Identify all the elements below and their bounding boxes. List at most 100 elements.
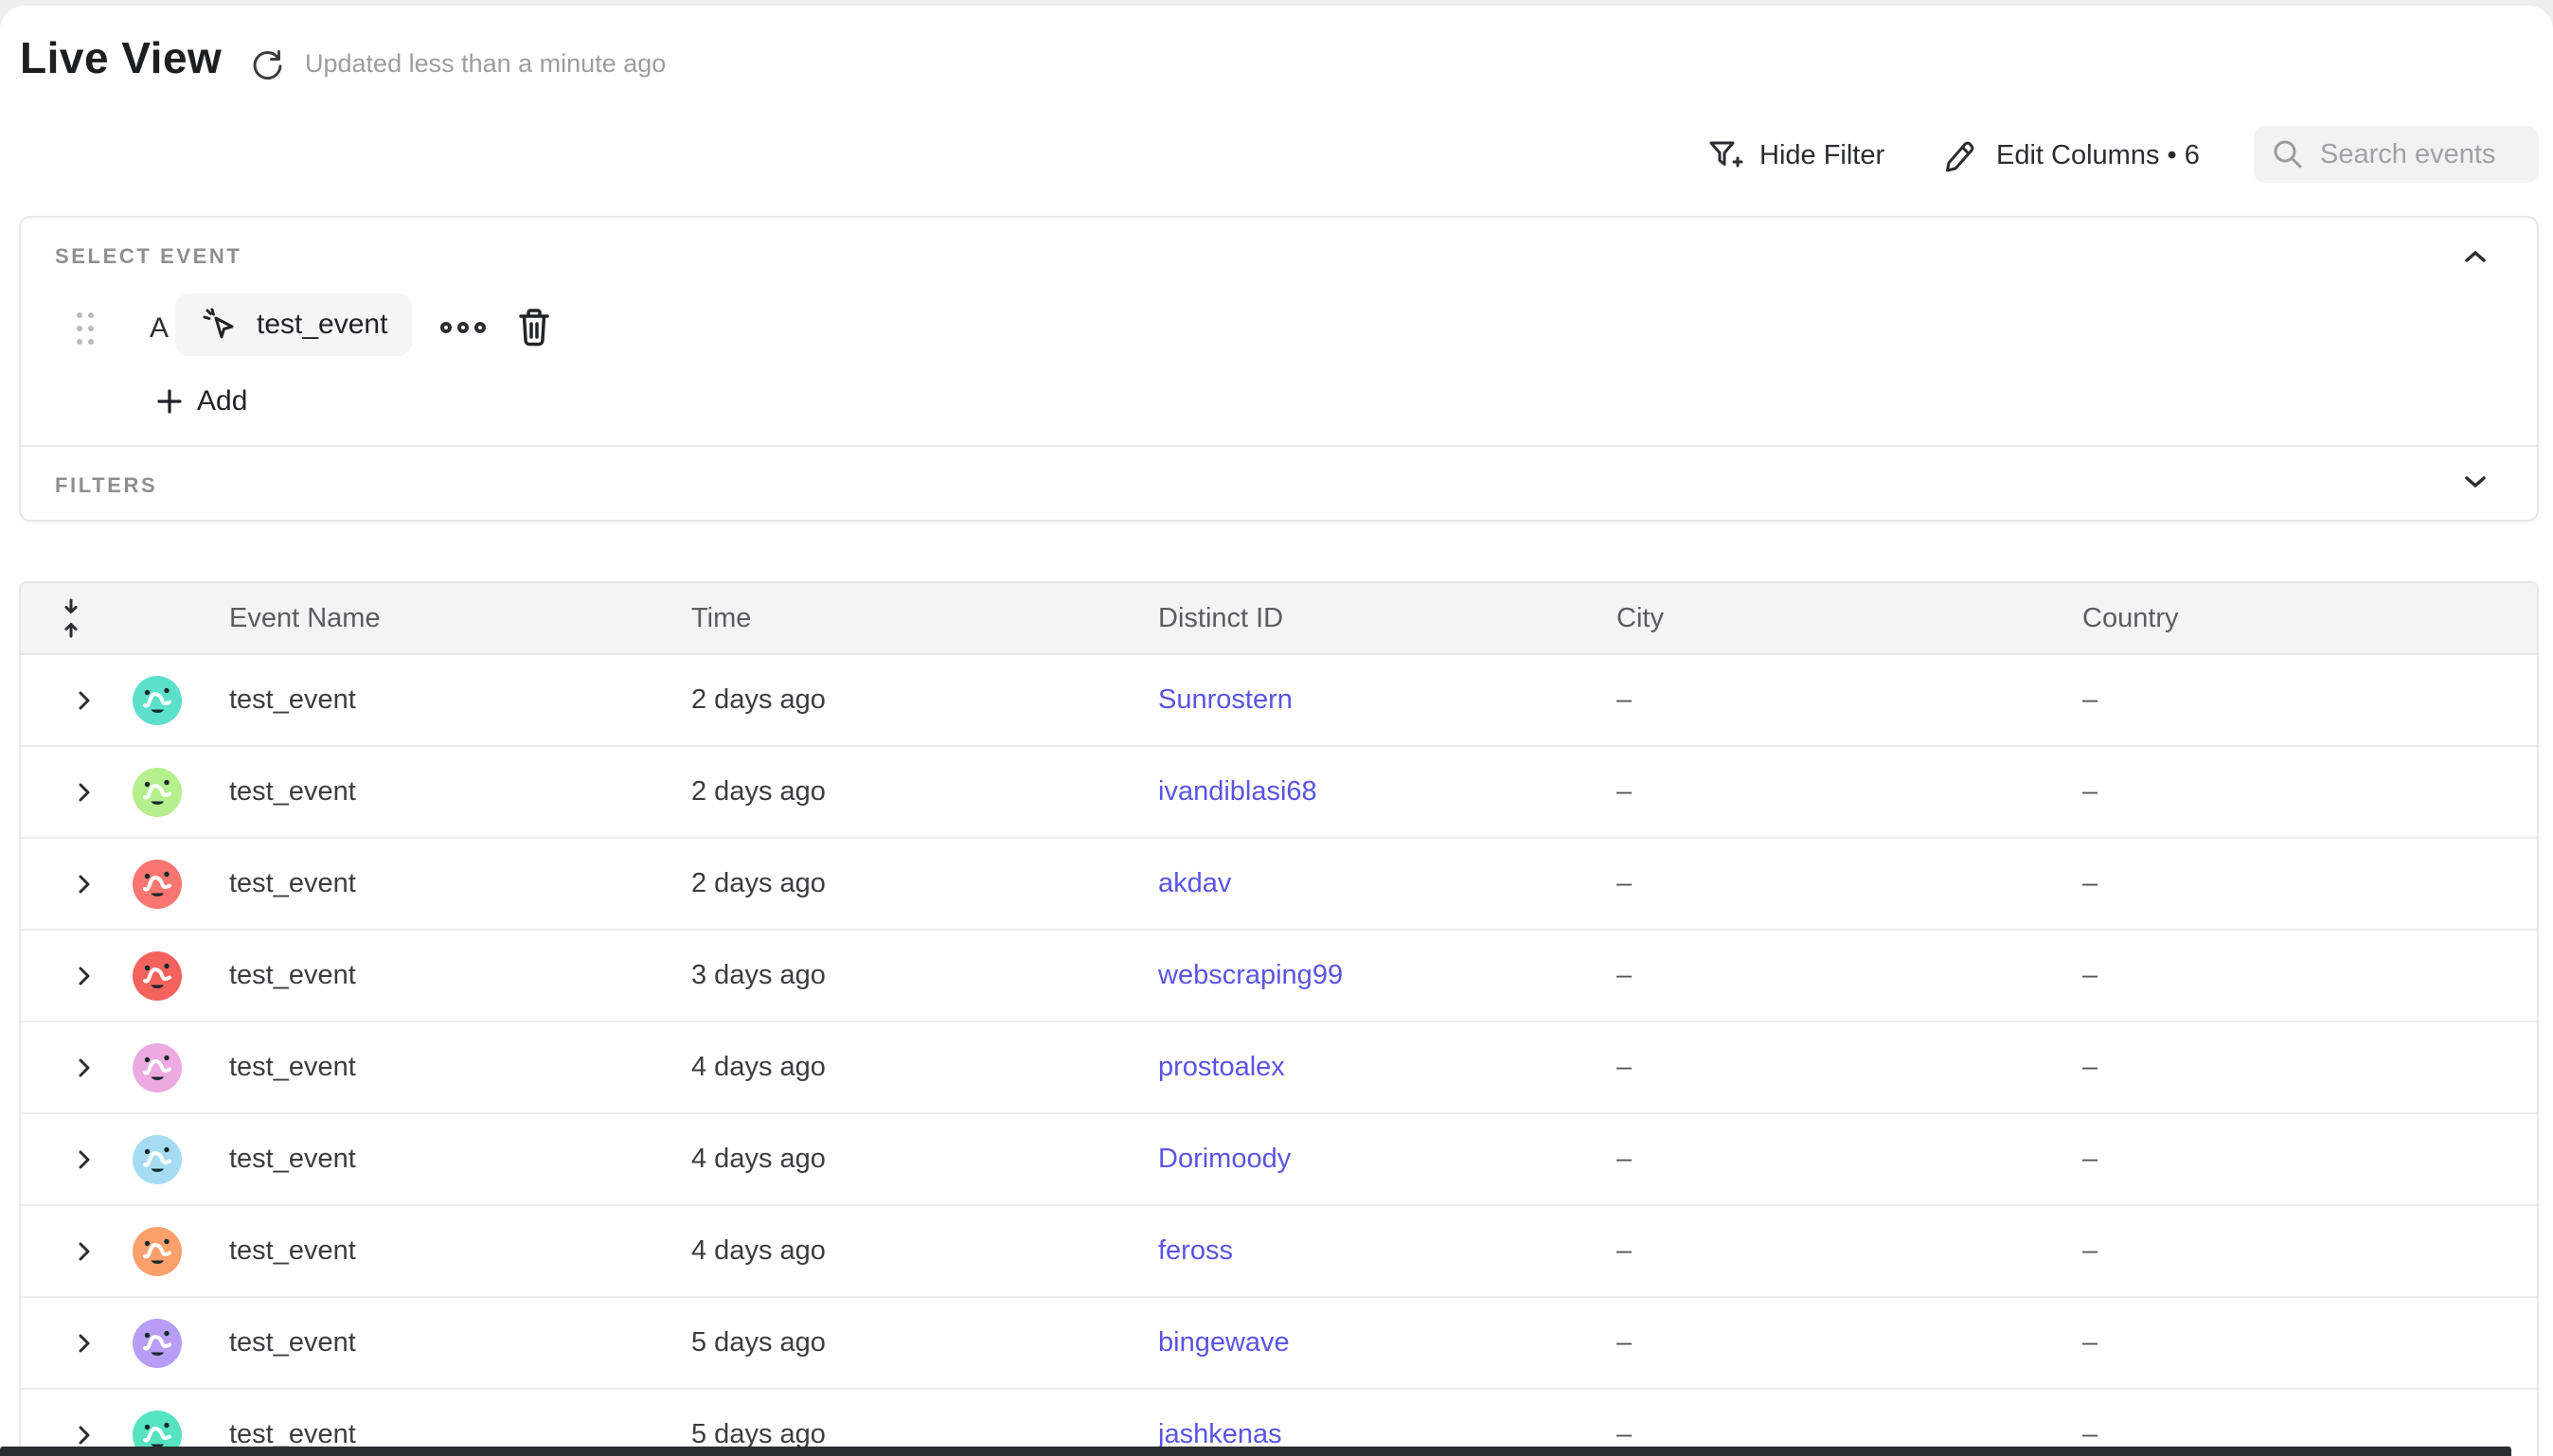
search-events-input[interactable] xyxy=(2320,138,2519,170)
chevron-right-icon xyxy=(74,1055,95,1081)
table-row[interactable]: test_event 3 days ago webscraping99 – – xyxy=(21,931,2537,1022)
column-header-country[interactable]: Country xyxy=(2082,602,2179,633)
refresh-button[interactable] xyxy=(246,45,288,87)
user-avatar xyxy=(133,1318,182,1368)
cell-event-name: test_event xyxy=(229,1235,356,1266)
cell-distinct-id-link[interactable]: webscraping99 xyxy=(1158,960,1344,990)
horizontal-scrollbar-thumb[interactable] xyxy=(0,1447,2511,1456)
drag-handle[interactable] xyxy=(72,305,98,352)
more-options-icon xyxy=(440,322,452,333)
filters-label: FILTERS xyxy=(55,473,158,497)
expand-row-button[interactable] xyxy=(21,779,133,806)
cell-city: – xyxy=(1616,1327,1633,1358)
pencil-icon xyxy=(1941,135,1981,175)
cell-event-name: test_event xyxy=(229,960,356,990)
cell-time: 5 days ago xyxy=(691,1419,826,1449)
cursor-click-icon xyxy=(200,304,241,346)
cell-distinct-id-link[interactable]: prostoalex xyxy=(1158,1052,1285,1082)
hide-filter-label: Hide Filter xyxy=(1759,139,1885,170)
chevron-right-icon xyxy=(74,963,95,989)
cell-time: 4 days ago xyxy=(691,1235,826,1266)
refresh-icon xyxy=(249,48,285,84)
user-avatar xyxy=(133,1226,182,1276)
trash-icon xyxy=(514,305,554,350)
table-row[interactable]: test_event 4 days ago feross – – xyxy=(21,1206,2537,1298)
cell-city: – xyxy=(1616,1235,1633,1266)
cell-country: – xyxy=(2082,868,2098,898)
cell-city: – xyxy=(1616,1144,1633,1174)
chevron-right-icon xyxy=(74,1422,95,1448)
filter-plus-icon xyxy=(1705,135,1744,175)
table-row[interactable]: test_event 2 days ago ivandiblasi68 – – xyxy=(21,747,2537,839)
more-options-icon xyxy=(457,322,469,333)
cell-event-name: test_event xyxy=(229,684,356,715)
edit-columns-button[interactable]: Edit Columns • 6 xyxy=(1941,133,2200,178)
column-header-event-name[interactable]: Event Name xyxy=(229,602,381,633)
chevron-right-icon xyxy=(74,687,95,714)
cell-distinct-id-link[interactable]: Sunrostern xyxy=(1158,684,1293,715)
cell-time: 2 days ago xyxy=(691,776,826,807)
column-header-time[interactable]: Time xyxy=(691,602,752,633)
cell-time: 2 days ago xyxy=(691,868,826,898)
cell-country: – xyxy=(2082,1144,2098,1174)
user-avatar xyxy=(133,950,182,1001)
section-divider xyxy=(21,445,2537,447)
cell-country: – xyxy=(2082,776,2098,807)
updated-status-text: Updated less than a minute ago xyxy=(305,49,667,78)
add-button-label: Add xyxy=(197,385,248,417)
cell-country: – xyxy=(2082,1235,2098,1266)
cell-event-name: test_event xyxy=(229,868,356,898)
chevron-right-icon xyxy=(74,871,95,897)
cell-distinct-id-link[interactable]: jashkenas xyxy=(1158,1419,1282,1449)
cell-distinct-id-link[interactable]: bingewave xyxy=(1158,1327,1290,1358)
add-event-button[interactable]: Add xyxy=(138,379,264,424)
event-select-pill[interactable]: test_event xyxy=(175,293,413,356)
cell-country: – xyxy=(2082,960,2098,990)
table-row[interactable]: test_event 4 days ago prostoalex – – xyxy=(21,1022,2537,1114)
collapse-vertical-icon xyxy=(59,597,83,639)
cell-distinct-id-link[interactable]: Dorimoody xyxy=(1158,1144,1292,1174)
cell-event-name: test_event xyxy=(229,1419,356,1449)
expand-filters-button[interactable] xyxy=(2459,468,2491,496)
collapse-all-rows-button[interactable] xyxy=(21,597,229,639)
expand-row-button[interactable] xyxy=(21,1422,133,1448)
cell-time: 4 days ago xyxy=(691,1144,826,1174)
table-row[interactable]: test_event 4 days ago Dorimoody – – xyxy=(21,1114,2537,1206)
select-event-label: SELECT EVENT xyxy=(55,244,242,268)
cell-distinct-id-link[interactable]: akdav xyxy=(1158,868,1232,898)
clause-letter: A xyxy=(149,312,169,344)
expand-row-button[interactable] xyxy=(21,1146,133,1173)
search-icon xyxy=(2271,137,2305,171)
expand-row-button[interactable] xyxy=(21,1238,133,1265)
column-header-distinct-id[interactable]: Distinct ID xyxy=(1158,602,1284,633)
expand-row-button[interactable] xyxy=(21,871,133,897)
user-avatar xyxy=(133,859,182,909)
cell-city: – xyxy=(1616,960,1633,990)
cell-city: – xyxy=(1616,868,1633,898)
table-row[interactable]: test_event 5 days ago jashkenas – – xyxy=(21,1390,2537,1456)
collapse-select-event-button[interactable] xyxy=(2459,242,2491,271)
cell-distinct-id-link[interactable]: feross xyxy=(1158,1235,1233,1266)
event-pill-label: test_event xyxy=(257,309,388,340)
chevron-down-icon xyxy=(2459,468,2491,496)
expand-row-button[interactable] xyxy=(21,687,133,714)
cell-city: – xyxy=(1616,1052,1633,1082)
cell-event-name: test_event xyxy=(229,1052,356,1082)
more-options-button[interactable] xyxy=(432,309,494,346)
cell-distinct-id-link[interactable]: ivandiblasi68 xyxy=(1158,776,1317,807)
user-avatar xyxy=(133,675,182,725)
chevron-right-icon xyxy=(74,1238,95,1265)
cell-city: – xyxy=(1616,684,1633,715)
search-events-box[interactable] xyxy=(2254,126,2539,183)
table-row[interactable]: test_event 2 days ago akdav – – xyxy=(21,839,2537,931)
expand-row-button[interactable] xyxy=(21,1055,133,1081)
events-table: Event Name Time Distinct ID City Country xyxy=(19,581,2539,1456)
table-row[interactable]: test_event 5 days ago bingewave – – xyxy=(21,1298,2537,1390)
hide-filter-button[interactable]: Hide Filter xyxy=(1705,133,1884,178)
delete-event-button[interactable] xyxy=(511,301,557,354)
cell-time: 4 days ago xyxy=(691,1052,826,1082)
column-header-city[interactable]: City xyxy=(1616,602,1664,633)
expand-row-button[interactable] xyxy=(21,963,133,989)
table-row[interactable]: test_event 2 days ago Sunrostern – – xyxy=(21,655,2537,747)
expand-row-button[interactable] xyxy=(21,1330,133,1357)
